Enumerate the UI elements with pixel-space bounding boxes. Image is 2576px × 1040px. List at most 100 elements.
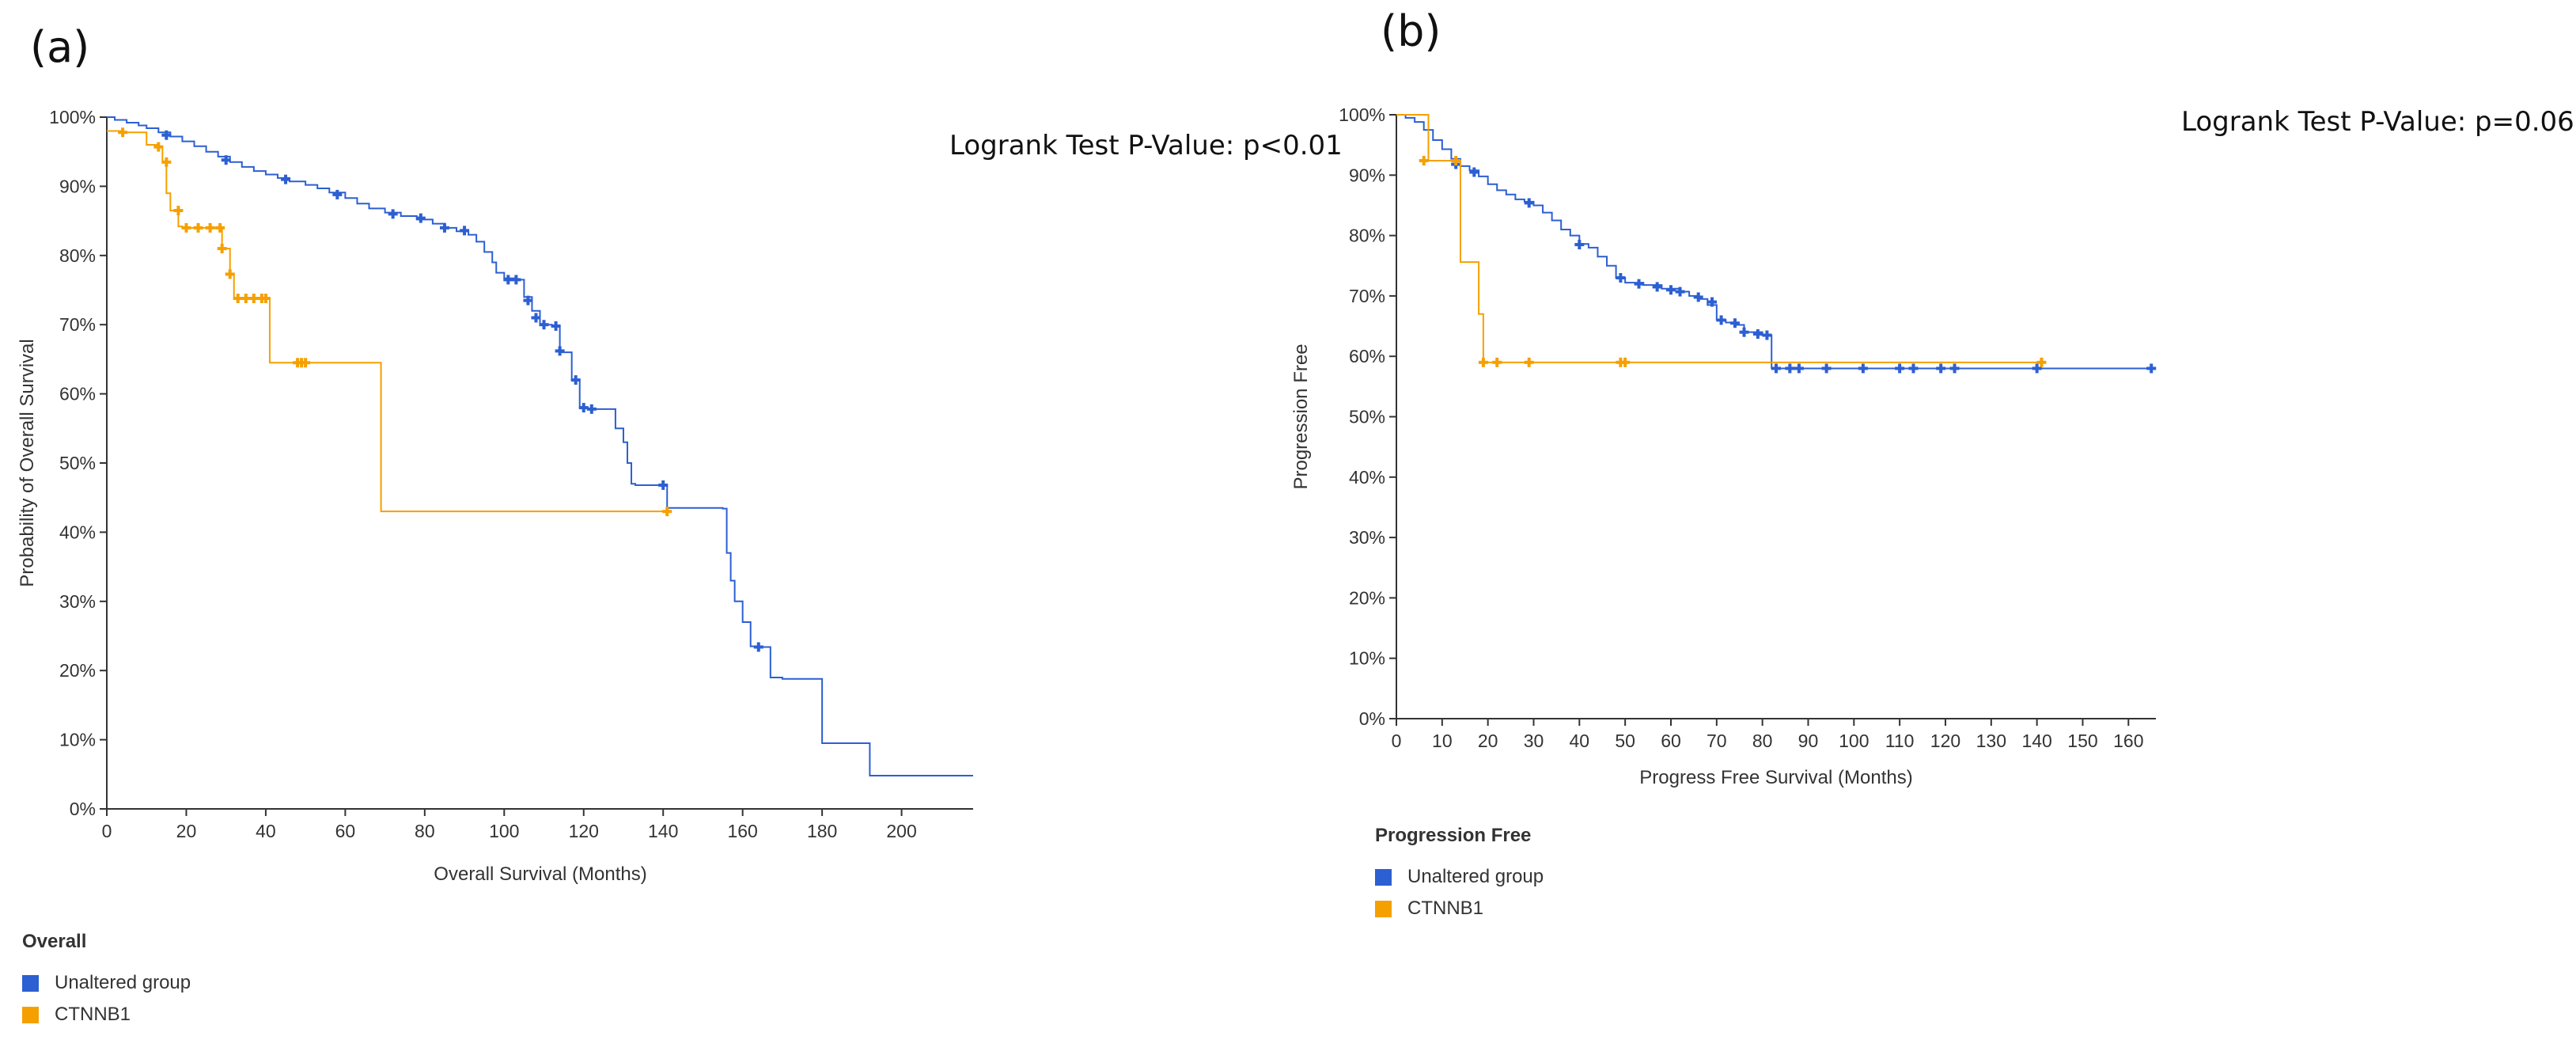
censor-mark-unaltered-group [1574,240,1585,250]
censor-mark-ctnnb1 [161,157,172,167]
y-tick-label: 40% [1349,467,1385,488]
legend-item-unaltered[interactable]: Unaltered group [1375,866,1544,888]
x-tick-label: 100 [489,821,519,841]
censor-mark-ctnnb1 [205,222,215,233]
x-axis-title: Overall Survival (Months) [434,864,646,885]
x-tick-label: 90 [1798,731,1819,751]
y-tick-label: 10% [59,730,96,750]
y-tick-label: 30% [1349,527,1385,548]
censor-mark-unaltered-group [1693,292,1703,302]
censor-mark-unaltered-group [753,642,763,652]
censor-mark-unaltered-group [503,275,513,285]
panel-label: (a) [30,22,90,72]
y-tick-label: 50% [59,453,96,473]
y-tick-label: 70% [1349,286,1385,306]
legend-item-ctnnb1[interactable]: CTNNB1 [22,1004,191,1026]
censor-mark-ctnnb1 [1451,155,1461,165]
x-tick-label: 140 [648,821,678,841]
censor-mark-unaltered-group [1524,198,1534,208]
y-tick-label: 50% [1349,407,1385,427]
x-tick-label: 80 [1752,731,1773,751]
censor-mark-unaltered-group [1716,315,1726,325]
legend-swatch-ctnnb1 [1375,900,1392,917]
y-tick-label: 20% [1349,587,1385,608]
censor-mark-unaltered-group [555,346,565,356]
progression-free-chart: 0% 10% 20% 30% 40% 50% 60% 70% 80% 90% 100% 0 10 20 30… [1290,104,2157,788]
y-tick-label: 100% [1339,104,1385,125]
legend-swatch-unaltered [22,974,39,992]
y-tick-label: 10% [1349,648,1385,669]
logrank-pvalue: Logrank Test P-Value: p=0.06 [2181,106,2574,138]
censor-mark-unaltered-group [1794,363,1804,374]
legend-item-unaltered[interactable]: Unaltered group [22,972,191,994]
censor-mark-unaltered-group [531,313,541,323]
censor-mark-unaltered-group [388,209,398,219]
x-tick-label: 10 [1432,731,1453,751]
y-tick-label: 0% [70,799,96,819]
censor-mark-unaltered-group [281,174,291,184]
censor-mark-unaltered-group [2146,363,2157,374]
y-tick-label: 100% [49,107,96,127]
legend-title: Progression Free [1375,825,1532,846]
x-tick-label: 70 [1707,731,1727,751]
censor-mark-unaltered-group [551,321,561,331]
y-tick-label: 0% [1359,708,1385,729]
y-tick-label: 70% [59,314,96,335]
x-tick-label: 60 [335,821,356,841]
x-tick-label: 120 [1930,731,1960,751]
y-tick-label: 20% [59,660,96,681]
y-tick-label: 30% [59,591,96,612]
series-line-ctnnb1 [1396,114,2042,363]
y-axis-title: Progression Free [1290,344,1312,489]
y-tick-label: 90% [1349,165,1385,185]
censor-mark-unaltered-group [1616,273,1626,283]
censor-mark-unaltered-group [1785,363,1795,374]
censor-mark-unaltered-group [1739,327,1749,337]
censor-mark-unaltered-group [2032,363,2042,374]
legend: Overall Unaltered group CTNNB1 [22,931,191,1035]
censor-mark-unaltered-group [658,480,669,490]
censor-mark-unaltered-group [1771,363,1781,374]
series-line-unaltered-group [1396,114,2156,370]
panel-label: (b) [1381,6,1441,56]
censor-mark-unaltered-group [1652,282,1662,292]
y-axis-title: Probability of Overall Survival [17,339,38,586]
x-tick-label: 160 [2113,731,2143,751]
y-tick-label: 40% [59,522,96,542]
censor-mark-ctnnb1 [153,142,164,152]
y-tick-label: 80% [59,245,96,266]
censor-mark-ctnnb1 [2036,357,2047,367]
censor-mark-unaltered-group [1936,363,1946,374]
x-tick-label: 40 [256,821,276,841]
censor-mark-unaltered-group [1762,330,1772,340]
legend-label: CTNNB1 [1407,898,1484,919]
censor-mark-unaltered-group [586,404,597,414]
x-tick-label: 160 [727,821,757,841]
y-tick-label: 60% [59,384,96,404]
legend: Progression Free Unaltered group CTNNB1 [1375,825,1544,929]
progression-free-panel: (b) Logrank Test P-Value: p=0.06 0% 10% 20… [1290,0,2576,1040]
censor-mark-unaltered-group [539,320,549,330]
censor-mark-unaltered-group [1908,363,1919,374]
censor-mark-unaltered-group [221,155,231,165]
censor-mark-ctnnb1 [260,293,271,303]
censor-mark-unaltered-group [1949,363,1960,374]
censor-mark-ctnnb1 [217,244,227,254]
censor-mark-unaltered-group [1469,167,1479,177]
censor-mark-ctnnb1 [1524,357,1534,367]
x-tick-label: 180 [807,821,837,841]
censor-mark-unaltered-group [415,213,426,223]
censor-mark-unaltered-group [523,295,533,306]
x-tick-label: 50 [1615,731,1635,751]
censor-mark-unaltered-group [1707,297,1718,307]
censor-mark-unaltered-group [1729,318,1740,328]
legend-item-ctnnb1[interactable]: CTNNB1 [1375,898,1544,920]
x-tick-label: 80 [415,821,435,841]
x-tick-label: 140 [2021,731,2051,751]
censor-mark-ctnnb1 [1492,357,1502,367]
censor-mark-unaltered-group [511,275,521,285]
legend-label: CTNNB1 [55,1004,131,1025]
censor-mark-unaltered-group [439,222,449,233]
censor-mark-ctnnb1 [181,222,191,233]
censor-mark-unaltered-group [332,189,343,199]
